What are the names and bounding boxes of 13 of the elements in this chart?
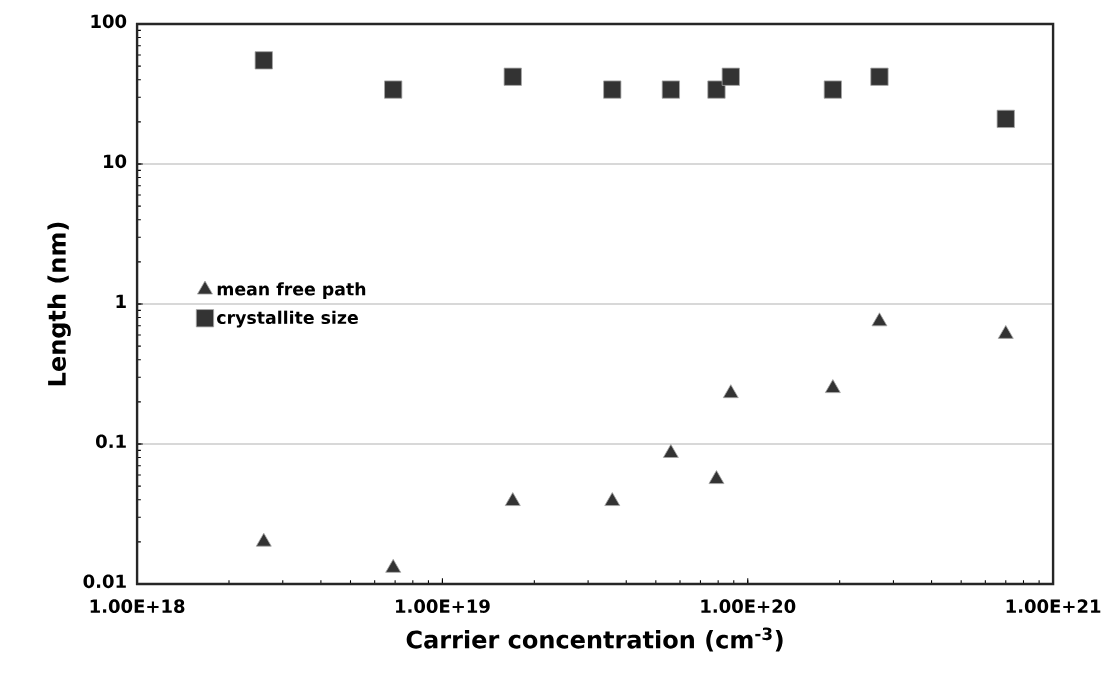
y-tick-label: 0.01 [83,574,126,589]
y-axis-title: Length (nm) [47,222,71,386]
y-tick-label: 1 [116,294,126,308]
y-tick-label: 10 [104,154,127,169]
legend-label: mean free path [217,282,366,299]
x-tick-label: 1.00E+19 [396,599,490,613]
x-tick-label: 1.00E+20 [701,599,796,613]
legend-label: crystallite size [217,310,358,328]
y-tick-label: 100 [91,14,127,29]
x-tick-label: 1.00E+21 [1006,599,1101,613]
x-tick-label: 1.00E+18 [90,599,185,613]
x-axis-title: Carrier concentration (cm$^{-3}$) [406,627,783,652]
y-tick-label: 0.1 [96,434,126,449]
